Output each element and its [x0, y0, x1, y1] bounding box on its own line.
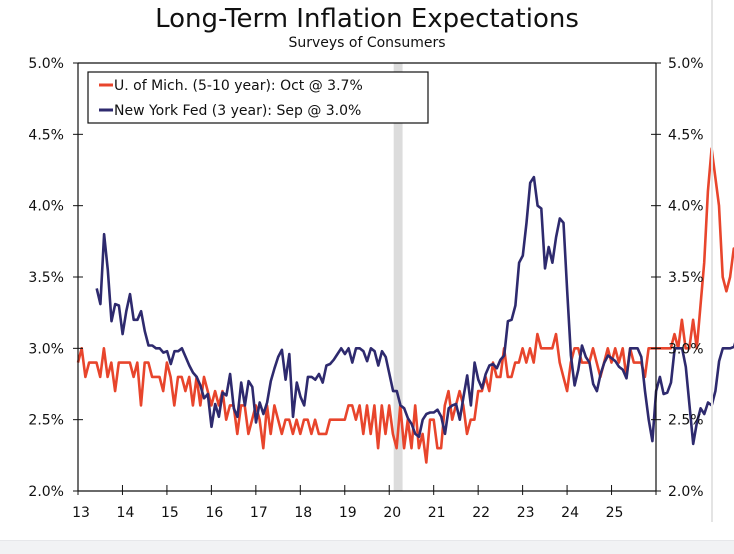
panel-divider [711, 0, 713, 522]
x-tick-label: 24 [561, 505, 579, 521]
x-tick-label: 15 [161, 505, 179, 521]
x-tick-label: 25 [606, 505, 624, 521]
x-tick-label: 23 [517, 505, 535, 521]
legend-label-nyfed: New York Fed (3 year): Sep @ 3.0% [114, 103, 361, 119]
y-tick-label-left: 5.0% [28, 56, 64, 72]
x-tick-label: 16 [205, 505, 223, 521]
y-tick-label-right: 4.0% [668, 199, 704, 215]
y-tick-label-left: 3.5% [28, 270, 64, 286]
y-tick-label-right: 3.0% [668, 341, 704, 357]
y-tick-label-left: 4.0% [28, 199, 64, 215]
chart-subtitle: Surveys of Consumers [288, 35, 446, 51]
bottom-band [0, 540, 734, 554]
recession-shading-layer [393, 63, 403, 491]
x-tick-label: 17 [250, 505, 268, 521]
x-tick-label: 18 [294, 505, 312, 521]
axes: 2.0% 2.0% 2.5% 2.5% 3.0% 3.0% 3.5% 3.5% 4.0% 4.0%… [28, 56, 703, 521]
y-tick-label-right: 5.0% [668, 56, 704, 72]
y-tick-label-left: 4.5% [28, 127, 64, 143]
y-tick-label-right: 4.5% [668, 127, 704, 143]
x-tick-label: 14 [117, 505, 135, 521]
y-tick-label-left: 2.5% [28, 413, 64, 429]
legend-box [87, 71, 429, 124]
series-layer [76, 147, 734, 464]
y-tick-label-right: 2.5% [668, 413, 704, 429]
x-tick-label: 20 [383, 505, 401, 521]
x-tick-label: 21 [428, 505, 446, 521]
legend-label-umich: U. of Mich. (5-10 year): Oct @ 3.7% [114, 78, 363, 94]
x-tick-label: 13 [72, 505, 90, 521]
y-tick-label-left: 3.0% [28, 341, 64, 357]
y-tick-label-left: 2.0% [28, 484, 64, 500]
y-tick-label-right: 3.5% [668, 270, 704, 286]
x-tick-label: 22 [472, 505, 490, 521]
x-tick-label: 19 [339, 505, 357, 521]
y-tick-label-right: 2.0% [668, 484, 704, 500]
recession-shade [393, 63, 403, 491]
legend: U. of Mich. (5-10 year): Oct @ 3.7% New … [87, 71, 429, 124]
chart-title: Long-Term Inflation Expectations [155, 4, 579, 34]
